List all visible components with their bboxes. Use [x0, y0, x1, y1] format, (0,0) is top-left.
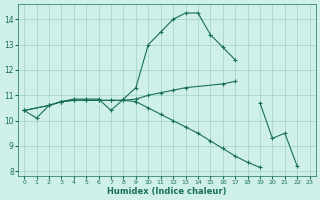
X-axis label: Humidex (Indice chaleur): Humidex (Indice chaleur): [107, 187, 227, 196]
